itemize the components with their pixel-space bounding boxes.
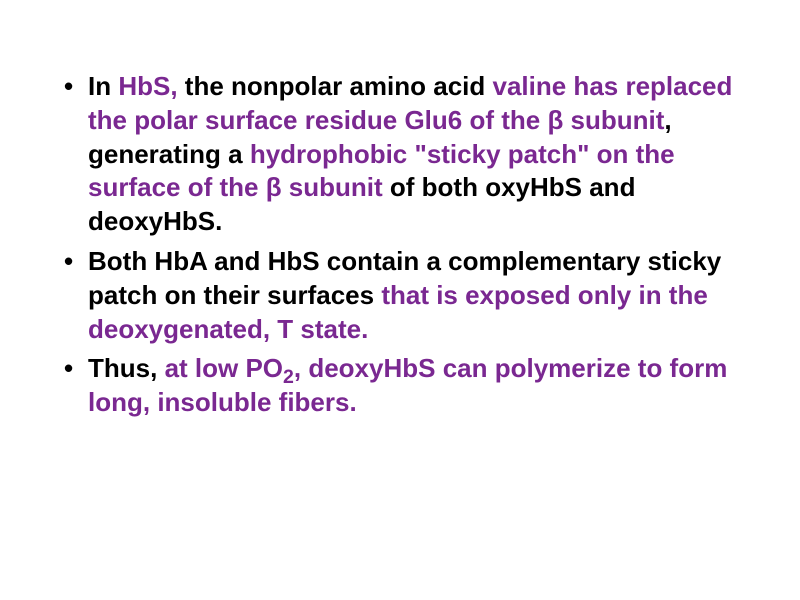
bullet-item: Both HbA and HbS contain a complementary…: [60, 245, 740, 346]
text-run: the nonpolar amino acid: [185, 71, 493, 101]
slide: In HbS, the nonpolar amino acid valine h…: [0, 0, 800, 600]
text-run: Thus,: [88, 353, 165, 383]
bullet-item: In HbS, the nonpolar amino acid valine h…: [60, 70, 740, 239]
text-run: HbS,: [118, 71, 184, 101]
bullet-item: Thus, at low PO2, deoxyHbS can polymeriz…: [60, 352, 740, 420]
bullet-list: In HbS, the nonpolar amino acid valine h…: [60, 70, 740, 426]
text-run: 2: [283, 367, 294, 389]
text-run: In: [88, 71, 118, 101]
text-run: at low PO: [165, 353, 283, 383]
